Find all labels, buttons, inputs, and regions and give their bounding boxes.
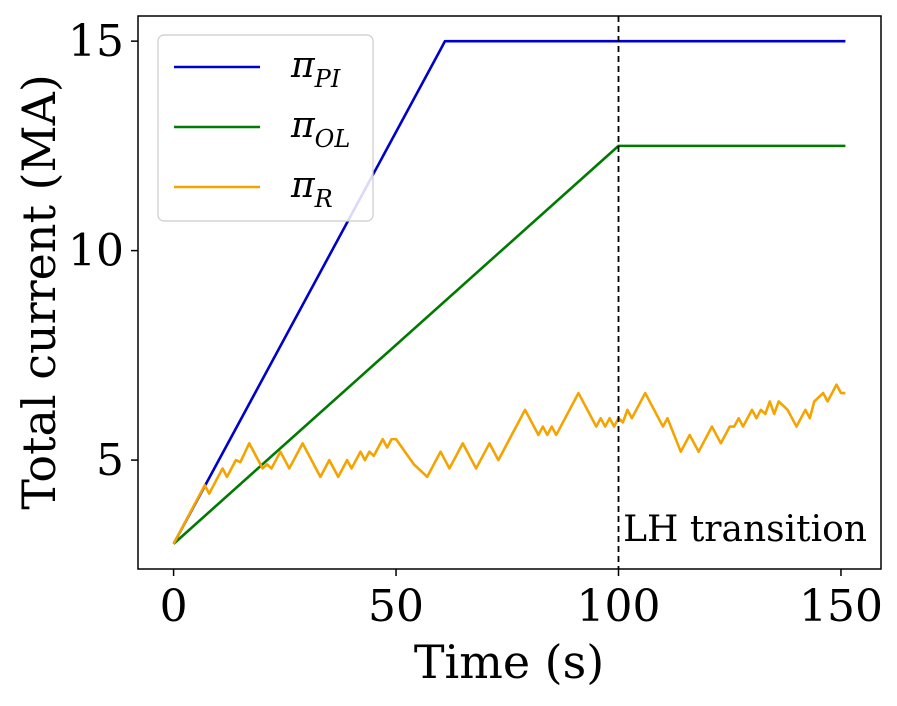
- y-axis-label: Total current (MA): [12, 74, 66, 510]
- x-tick-label: 50: [368, 581, 424, 632]
- legend-items: πPI πOL πR: [174, 45, 350, 213]
- legend-box: [157, 34, 374, 222]
- x-tick-label: 100: [577, 581, 661, 632]
- x-tick-label: 150: [799, 581, 883, 632]
- legend-label-ol: πOL: [290, 105, 350, 153]
- series-line-pi: [172, 39, 846, 545]
- y-tick-label: 5: [96, 435, 124, 486]
- series-layer: [172, 39, 846, 545]
- legend-label-pi: πPI: [290, 45, 341, 93]
- series-line-ol: [172, 144, 846, 545]
- x-axis-label: Time (s): [414, 635, 604, 689]
- x-tick-label: 0: [160, 581, 188, 632]
- plot-frame: [137, 15, 882, 570]
- legend-label-r: πR: [290, 165, 333, 213]
- x-axis: 0 50 100 150: [160, 569, 883, 632]
- legend: πPI πOL πR: [157, 34, 374, 222]
- annotation-lh-transition: LH transition: [623, 509, 867, 550]
- series-line-r: [172, 383, 846, 545]
- y-tick-label: 10: [68, 226, 124, 277]
- y-axis: 5 10 15: [68, 16, 138, 486]
- y-tick-label: 15: [68, 16, 124, 67]
